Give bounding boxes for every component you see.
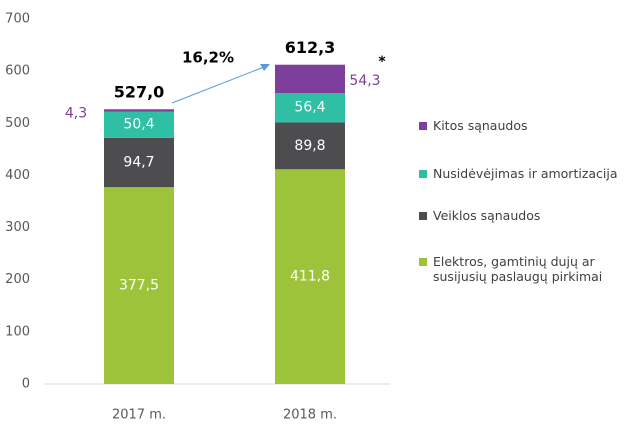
legend-item: Nusidėvėjimas ir amortizacija [419, 166, 618, 181]
bar-segment [104, 137, 174, 188]
data-label: 56,4 [294, 100, 325, 116]
y-tick-label: 700 [5, 12, 30, 27]
y-tick-label: 400 [5, 168, 30, 183]
y-tick-label: 600 [5, 64, 30, 79]
legend-swatch [419, 258, 427, 266]
data-label: 94,7 [123, 154, 154, 170]
legend-swatch [419, 122, 427, 130]
data-label: 54,3 [349, 73, 380, 89]
legend-swatch [419, 212, 427, 220]
footnote-mark: * [378, 54, 386, 70]
data-label: 4,3 [65, 105, 87, 121]
x-tick-label: 2018 m. [283, 408, 337, 423]
growth-arrow [171, 66, 265, 104]
bar-segment [104, 109, 174, 112]
legend-item: Veiklos sąnaudos [419, 208, 540, 223]
legend-item: Elektros, gamtinių dujų ar susijusių pas… [419, 254, 633, 284]
legend-label: Kitos sąnaudos [433, 118, 528, 133]
bar-segment [104, 111, 174, 138]
y-tick-label: 300 [5, 220, 30, 235]
legend-swatch [419, 170, 427, 178]
legend-label: Elektros, gamtinių dujų ar susijusių pas… [433, 254, 603, 284]
x-tick-label: 2017 m. [112, 408, 166, 423]
legend-label: Veiklos sąnaudos [433, 208, 541, 223]
data-label: 411,8 [290, 269, 330, 285]
bar-segment [275, 169, 345, 384]
arrow-head [260, 64, 270, 71]
growth-label: 16,2% [182, 49, 234, 67]
y-tick-label: 500 [5, 116, 30, 131]
y-tick-label: 0 [22, 377, 30, 392]
total-label: 612,3 [285, 38, 336, 57]
bar-segment [275, 93, 345, 123]
total-label: 527,0 [114, 83, 165, 102]
legend-item: Kitos sąnaudos [419, 118, 527, 133]
y-tick-label: 100 [5, 324, 30, 339]
legend-label: Nusidėvėjimas ir amortizacija [433, 166, 618, 181]
bar-segment [104, 187, 174, 384]
bar-segment [275, 122, 345, 170]
data-label: 377,5 [119, 278, 159, 294]
y-tick-label: 200 [5, 272, 30, 287]
bar-segment [275, 64, 345, 94]
data-label: 50,4 [123, 117, 154, 133]
data-label: 89,8 [294, 138, 325, 154]
